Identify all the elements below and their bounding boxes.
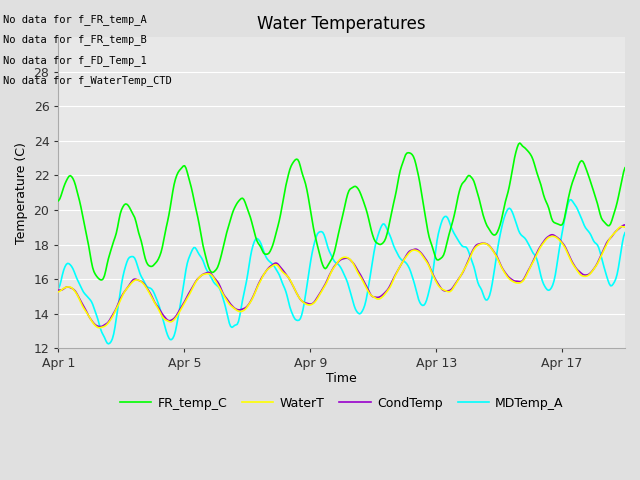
FR_temp_C xyxy=(504,189,512,195)
FR_temp_C xyxy=(516,140,524,146)
MDTemp_A xyxy=(577,213,584,218)
CondTemp xyxy=(504,274,512,279)
Text: No data for f_FR_temp_A: No data for f_FR_temp_A xyxy=(3,14,147,25)
Text: No data for f_FR_temp_B: No data for f_FR_temp_B xyxy=(3,35,147,46)
WaterT xyxy=(492,253,500,259)
WaterT xyxy=(99,324,107,330)
MDTemp_A xyxy=(492,255,500,261)
CondTemp xyxy=(449,285,457,290)
WaterT xyxy=(575,270,583,276)
Text: No data for f_FD_Temp_1: No data for f_FD_Temp_1 xyxy=(3,55,147,66)
FR_temp_C xyxy=(54,198,62,204)
CondTemp xyxy=(54,287,62,293)
MDTemp_A xyxy=(98,329,106,335)
CondTemp xyxy=(97,324,104,329)
Line: MDTemp_A: MDTemp_A xyxy=(58,200,625,344)
Line: FR_temp_C: FR_temp_C xyxy=(58,143,625,280)
Line: CondTemp: CondTemp xyxy=(58,225,625,326)
WaterT xyxy=(449,286,457,292)
FR_temp_C xyxy=(449,218,457,224)
WaterT xyxy=(618,224,626,229)
CondTemp xyxy=(575,268,583,274)
MDTemp_A xyxy=(621,230,629,236)
FR_temp_C xyxy=(385,225,392,231)
WaterT xyxy=(54,289,62,295)
CondTemp xyxy=(492,252,500,258)
CondTemp xyxy=(99,323,107,329)
X-axis label: Time: Time xyxy=(326,372,357,384)
MDTemp_A xyxy=(54,286,62,291)
FR_temp_C xyxy=(99,276,107,282)
Title: Water Temperatures: Water Temperatures xyxy=(257,15,426,33)
Line: WaterT: WaterT xyxy=(58,227,625,328)
Y-axis label: Temperature (C): Temperature (C) xyxy=(15,142,28,244)
CondTemp xyxy=(385,286,392,291)
FR_temp_C xyxy=(621,165,629,171)
MDTemp_A xyxy=(385,229,392,235)
Text: No data for f_WaterTemp_CTD: No data for f_WaterTemp_CTD xyxy=(3,75,172,86)
WaterT xyxy=(621,224,629,230)
CondTemp xyxy=(621,222,629,228)
Legend: FR_temp_C, WaterT, CondTemp, MDTemp_A: FR_temp_C, WaterT, CondTemp, MDTemp_A xyxy=(115,392,568,415)
FR_temp_C xyxy=(492,231,500,237)
WaterT xyxy=(385,287,392,292)
MDTemp_A xyxy=(104,341,112,347)
FR_temp_C xyxy=(98,277,106,283)
MDTemp_A xyxy=(504,206,512,212)
FR_temp_C xyxy=(577,159,584,165)
MDTemp_A xyxy=(449,228,457,234)
WaterT xyxy=(95,325,103,331)
MDTemp_A xyxy=(567,197,575,203)
WaterT xyxy=(504,275,512,280)
